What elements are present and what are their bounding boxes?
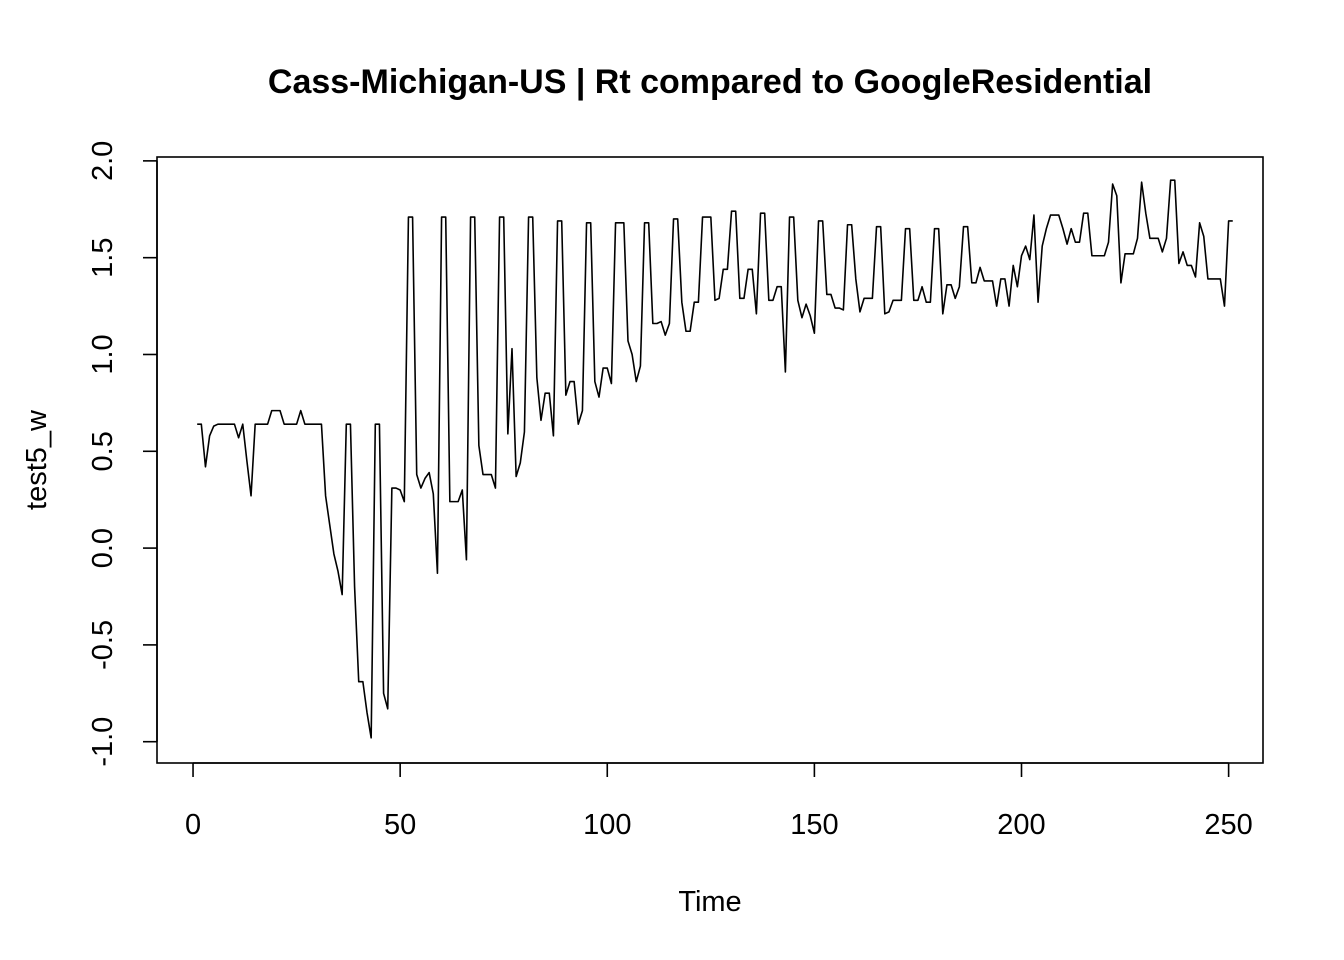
x-tick-label: 150 — [790, 809, 838, 841]
y-tick-label: 2.0 — [87, 141, 119, 181]
y-tick-label: 0.5 — [87, 431, 119, 471]
x-tick-label: 0 — [185, 809, 201, 841]
y-tick-label: -0.5 — [87, 620, 119, 670]
x-tick-label: 50 — [384, 809, 416, 841]
x-tick-label: 250 — [1204, 809, 1252, 841]
x-tick-label: 100 — [583, 809, 631, 841]
x-axis-label: Time — [678, 886, 741, 918]
y-axis: -1.0 -0.5 0.0 0.5 1.0 1.5 2.0 — [87, 141, 158, 767]
y-tick-label: 0.0 — [87, 528, 119, 568]
series-layer — [197, 179, 1233, 739]
x-tick-label: 200 — [997, 809, 1045, 841]
x-axis: 0 50 100 150 200 250 — [185, 762, 1253, 841]
y-tick-label: -1.0 — [87, 717, 119, 767]
chart-title: Cass-Michigan-US | Rt compared to Google… — [268, 63, 1152, 101]
y-tick-label: 1.5 — [87, 238, 119, 278]
y-axis-label: test5_w — [21, 409, 53, 510]
series-line — [197, 179, 1233, 739]
y-tick-label: 1.0 — [87, 334, 119, 374]
